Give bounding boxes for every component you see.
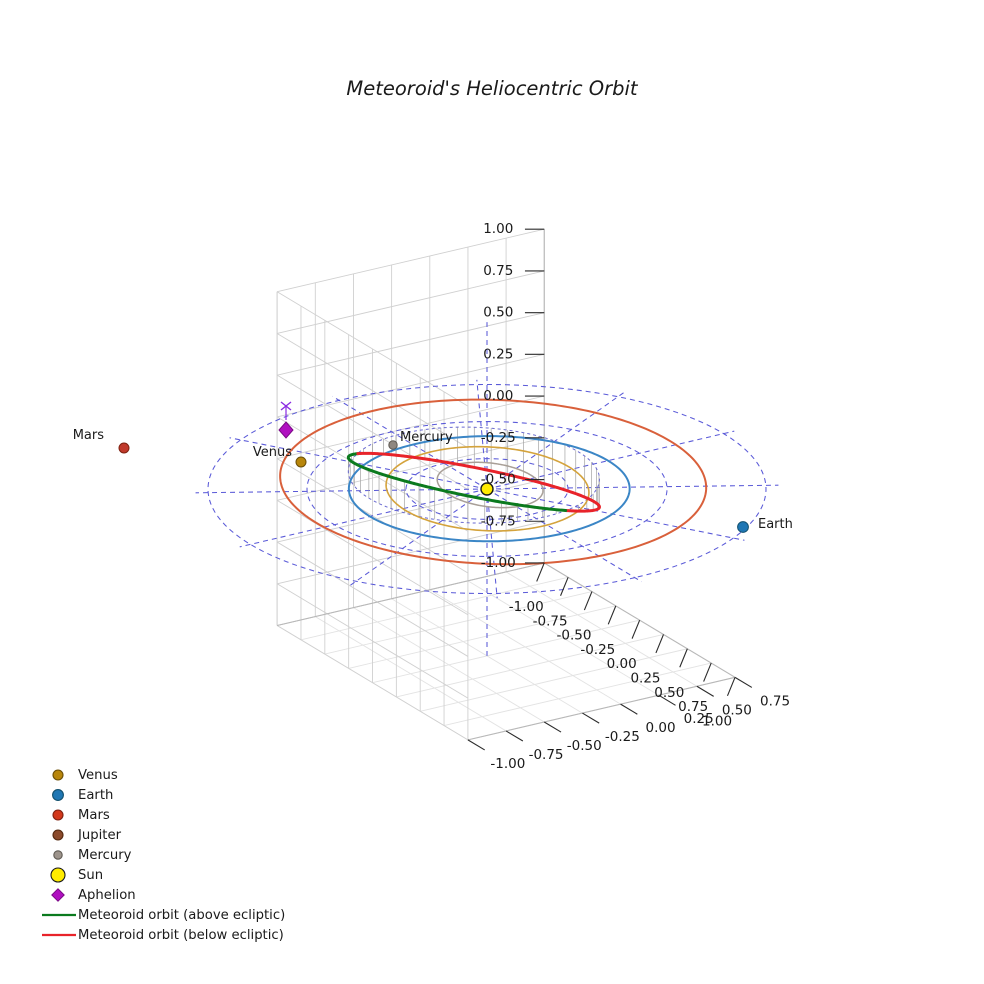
meteoroid-orbit-below-ecliptic	[356, 451, 601, 513]
aphelion-cross-marker	[280, 401, 292, 411]
x-axis-tickmark-1	[560, 577, 569, 596]
y-axis-tick-0: 0.75	[760, 693, 790, 709]
y-axis-tick-2: 0.25	[684, 711, 714, 727]
z-axis-tick-8: 1.00	[483, 221, 513, 237]
orbit-venus	[385, 445, 590, 532]
legend-label-earth: Earth	[78, 788, 113, 803]
legend: Venus Earth Mars Jupiter Mercury Sun Aphelion M…	[42, 768, 285, 943]
legend-marker-mercury-icon	[53, 850, 63, 860]
legend-item-earth[interactable]: Earth	[52, 788, 114, 803]
annotation-sun	[480, 482, 494, 496]
y-axis-tickmark-6	[505, 730, 524, 742]
legend-item-venus[interactable]: Venus	[52, 768, 118, 783]
mercury-marker	[388, 440, 398, 450]
mercury-label: Mercury	[400, 430, 453, 445]
legend-label-mars: Mars	[78, 808, 110, 823]
annotation-mars: Mars	[73, 428, 130, 454]
earth-label: Earth	[758, 517, 793, 532]
legend-label-aphelion: Aphelion	[78, 888, 136, 903]
y-axis-tickmark-5	[543, 721, 562, 733]
ecliptic-reference	[195, 322, 779, 656]
annotation-mercury: Mercury	[388, 430, 453, 450]
annotation-aphelion	[278, 401, 294, 439]
y-axis-tick-5: -0.50	[567, 738, 602, 754]
orbit-stems	[347, 426, 600, 524]
x-axis-tickmark-2	[583, 591, 593, 611]
x-axis-tick-2: -0.50	[556, 628, 591, 644]
y-axis-tick-7: -1.00	[490, 756, 525, 772]
legend-marker-sun-icon	[50, 867, 66, 883]
legend-item-jupiter[interactable]: Jupiter	[52, 828, 122, 843]
orbit-curves	[279, 398, 708, 566]
z-axis-tick-7: 0.75	[483, 263, 513, 279]
x-axis-tickmark-8	[726, 677, 736, 697]
legend-label-venus: Venus	[78, 768, 118, 783]
legend-item-mercury[interactable]: Mercury	[53, 848, 132, 863]
venus-marker	[295, 456, 307, 468]
y-axis-tickmark-2	[658, 694, 676, 706]
x-axis-tick-5: 0.25	[630, 670, 660, 686]
y-axis-tick-4: -0.25	[605, 729, 640, 745]
sun-marker	[480, 482, 494, 496]
x-axis-tickmark-0	[536, 562, 545, 582]
x-axis-tickmark-4	[631, 619, 641, 639]
x-axis-tick-3: -0.25	[580, 642, 615, 658]
legend-marker-venus-icon	[52, 769, 64, 781]
orbit-mars	[279, 398, 708, 566]
meteoroid-orbit-projection	[347, 426, 600, 524]
legend-label-sun: Sun	[78, 868, 103, 883]
axis-ticks: -1.00-0.75-0.50-0.250.000.250.500.751.00…	[467, 221, 790, 772]
page-title: Meteoroid's Heliocentric Orbit	[346, 77, 639, 100]
meteoroid-orbit-above-ecliptic	[346, 452, 520, 507]
legend-item-mars[interactable]: Mars	[52, 808, 110, 823]
z-axis-tick-0: -1.00	[481, 555, 516, 571]
x-axis-tick-4: 0.00	[607, 656, 637, 672]
z-axis-tick-3: -0.25	[481, 430, 516, 446]
legend-marker-jupiter-icon	[52, 829, 64, 841]
meteoroid-orbit-above-ecliptic	[516, 503, 568, 512]
earth-marker	[737, 521, 749, 533]
legend-label-line-0: Meteoroid orbit (above ecliptic)	[78, 908, 285, 923]
y-axis-tickmark-4	[582, 712, 600, 724]
aphelion-marker	[278, 421, 294, 439]
z-axis-tick-1: -0.75	[481, 513, 516, 529]
z-axis-tick-2: -0.50	[481, 472, 516, 488]
mars-marker	[118, 442, 130, 454]
y-axis-tickmark-7	[467, 739, 485, 751]
z-axis-tick-6: 0.50	[483, 305, 513, 321]
x-axis-tickmark-3	[607, 605, 617, 625]
y-axis-tickmark-0	[734, 676, 753, 688]
z-axis-tick-5: 0.25	[483, 346, 513, 362]
annotation-venus: Venus	[253, 445, 307, 468]
x-axis-tick-8: 1.00	[702, 713, 732, 729]
body-markers: Mars Venus Mercury Earth	[73, 401, 793, 533]
x-axis-tick-1: -0.75	[533, 613, 568, 629]
legend-item-aphelion[interactable]: Aphelion	[51, 888, 136, 903]
legend-item-line-0[interactable]: Meteoroid orbit (above ecliptic)	[42, 908, 285, 923]
legend-label-line-1: Meteoroid orbit (below ecliptic)	[78, 928, 284, 943]
y-axis-tick-3: 0.00	[646, 720, 676, 736]
legend-item-sun[interactable]: Sun	[50, 867, 103, 883]
annotation-earth: Earth	[737, 517, 793, 533]
y-axis-tick-1: 0.50	[722, 702, 752, 718]
legend-marker-aphelion-icon	[51, 888, 65, 902]
y-axis-tick-6: -0.75	[529, 747, 564, 763]
legend-marker-mars-icon	[52, 809, 64, 821]
y-axis-tickmark-3	[620, 703, 638, 715]
venus-label: Venus	[253, 445, 292, 460]
legend-item-line-1[interactable]: Meteoroid orbit (below ecliptic)	[42, 928, 284, 943]
x-axis-tickmark-7	[703, 662, 712, 682]
x-axis-tick-0: -1.00	[509, 599, 544, 615]
legend-marker-earth-icon	[52, 789, 64, 801]
z-axis-tick-4: 0.00	[483, 388, 513, 404]
legend-label-mercury: Mercury	[78, 848, 132, 863]
x-axis-tickmark-6	[679, 648, 688, 668]
y-axis-tickmark-1	[696, 685, 714, 697]
legend-label-jupiter: Jupiter	[77, 828, 122, 843]
x-axis-tickmark-5	[655, 634, 665, 654]
mars-label: Mars	[73, 428, 105, 443]
x-axis-tick-7: 0.75	[678, 699, 708, 715]
